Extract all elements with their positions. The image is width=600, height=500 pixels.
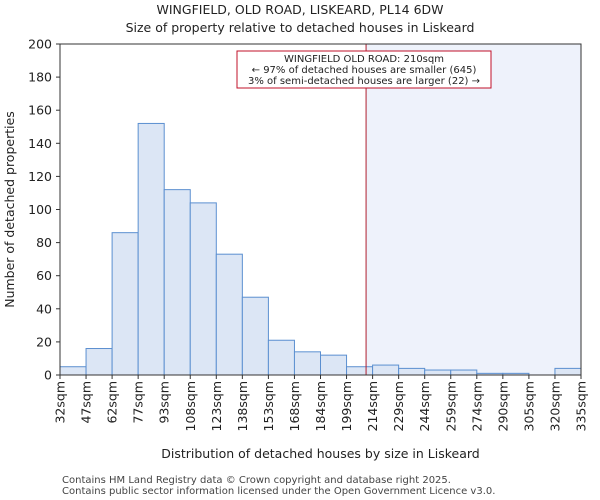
- y-tick-label: 0: [44, 368, 52, 383]
- footer-licence: Contains public sector information licen…: [62, 486, 496, 497]
- x-tick-label: 229sqm: [391, 381, 406, 431]
- x-tick-label: 93sqm: [157, 381, 172, 424]
- annotation-box: [236, 50, 492, 89]
- histogram-bar: [137, 122, 165, 376]
- y-tick-label: 160: [28, 103, 52, 118]
- histogram-bar: [163, 189, 191, 376]
- x-tick-label: 259sqm: [443, 381, 458, 431]
- histogram-bar: [346, 366, 374, 376]
- x-tick-label: 335sqm: [574, 381, 589, 431]
- y-axis-label: Number of detached properties: [2, 111, 17, 308]
- x-tick-label: 62sqm: [105, 381, 120, 424]
- histogram-bar: [215, 253, 243, 376]
- histogram-bar: [320, 354, 348, 376]
- x-tick-label: 305sqm: [521, 381, 536, 431]
- annotation-line-3: 3% of semi-detached houses are larger (2…: [248, 76, 480, 87]
- x-tick-label: 199sqm: [339, 381, 354, 431]
- x-tick-label: 274sqm: [469, 381, 484, 431]
- histogram-bar: [554, 367, 582, 376]
- histogram-bar: [189, 202, 217, 376]
- x-tick-label: 244sqm: [417, 381, 432, 431]
- histogram-bar: [85, 348, 113, 376]
- x-tick-label: 320sqm: [547, 381, 562, 431]
- y-tick-label: 180: [28, 70, 52, 85]
- histogram-bar: [59, 366, 87, 376]
- y-tick-label: 40: [36, 301, 52, 316]
- x-tick-label: 168sqm: [287, 381, 302, 431]
- histogram-bar: [111, 232, 139, 376]
- y-tick-label: 80: [36, 235, 52, 250]
- y-tick-label: 20: [36, 334, 52, 349]
- histogram-bar: [450, 369, 478, 376]
- footer-copyright: Contains HM Land Registry data © Crown c…: [62, 475, 451, 486]
- x-tick-label: 138sqm: [235, 381, 250, 431]
- y-tick-label: 60: [36, 268, 52, 283]
- x-tick-label: 77sqm: [131, 381, 146, 424]
- highlight-region: [366, 44, 581, 375]
- x-tick-label: 47sqm: [79, 381, 94, 424]
- x-tick-label: 108sqm: [183, 381, 198, 431]
- y-tick-label: 100: [28, 202, 52, 217]
- chart-subtitle: Size of property relative to detached ho…: [125, 20, 475, 35]
- x-tick-label: 32sqm: [53, 381, 68, 424]
- x-axis-label: Distribution of detached houses by size …: [161, 446, 480, 461]
- y-tick-label: 120: [28, 169, 52, 184]
- histogram-bar: [424, 369, 452, 376]
- chart-title: WINGFIELD, OLD ROAD, LISKEARD, PL14 6DW: [156, 2, 444, 17]
- histogram-bar: [398, 367, 426, 376]
- x-tick-label: 214sqm: [365, 381, 380, 431]
- histogram-bar: [293, 351, 322, 376]
- annotation-line-1: WINGFIELD OLD ROAD: 210sqm: [284, 54, 444, 65]
- x-tick-label: 123sqm: [209, 381, 224, 431]
- histogram-bar: [241, 296, 269, 376]
- x-tick-label: 184sqm: [313, 381, 328, 431]
- y-tick-label: 200: [28, 37, 52, 52]
- histogram-bar: [267, 339, 295, 376]
- x-tick-label: 290sqm: [495, 381, 510, 431]
- histogram-bar: [372, 364, 400, 376]
- annotation-line-2: ← 97% of detached houses are smaller (64…: [252, 65, 477, 76]
- x-tick-label: 153sqm: [261, 381, 276, 431]
- y-tick-label: 140: [28, 136, 52, 151]
